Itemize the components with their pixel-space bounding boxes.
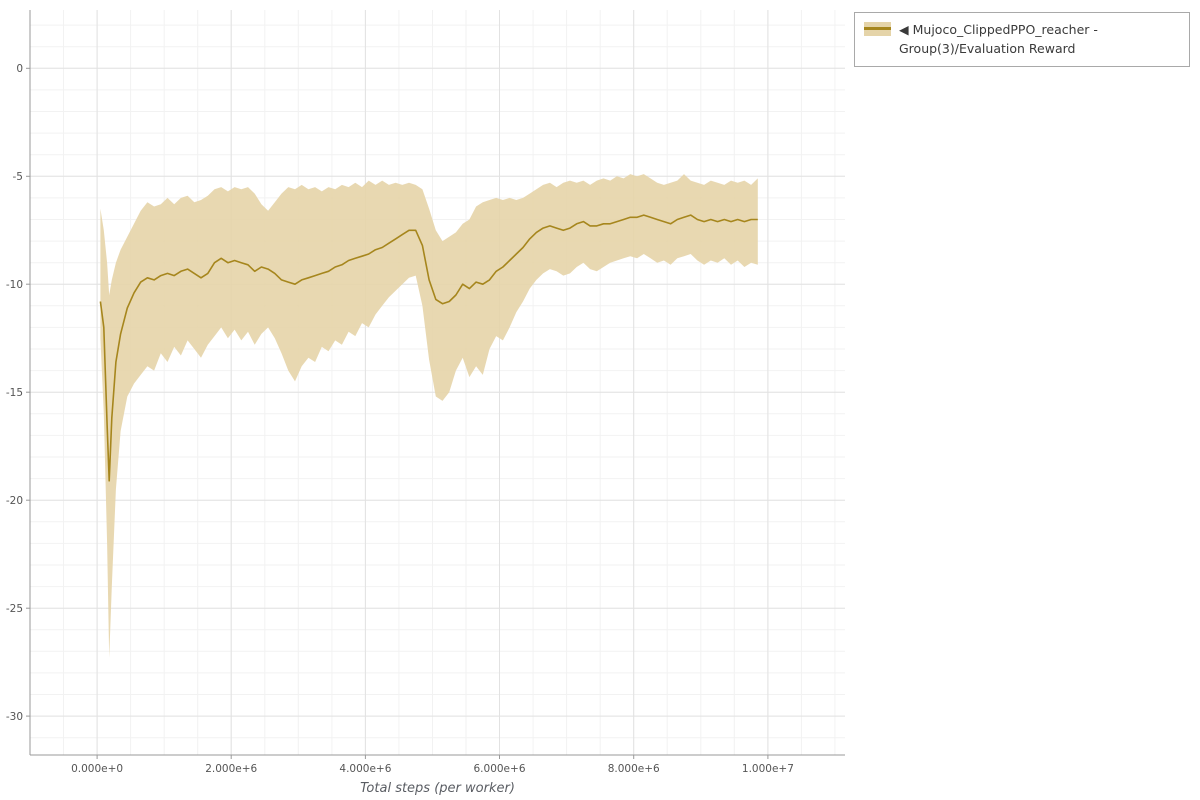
x-tick-label: 4.000e+6 bbox=[339, 763, 391, 775]
legend-swatch bbox=[864, 22, 891, 36]
x-tick-label: 1.000e+7 bbox=[742, 763, 794, 775]
x-tick-label: 2.000e+6 bbox=[205, 763, 257, 775]
y-tick-label: -30 bbox=[6, 711, 23, 723]
legend-label: Mujoco_ClippedPPO_reacher - Group(3)/Eva… bbox=[899, 22, 1098, 57]
y-tick-label: -5 bbox=[13, 171, 23, 183]
y-tick-label: -10 bbox=[6, 279, 23, 291]
x-tick-label: 0.000e+0 bbox=[71, 763, 123, 775]
y-tick-label: -25 bbox=[6, 603, 23, 615]
y-tick-label: -20 bbox=[6, 495, 23, 507]
x-tick-label: 8.000e+6 bbox=[608, 763, 660, 775]
grid-major bbox=[30, 10, 845, 755]
x-axis-label: Total steps (per worker) bbox=[360, 781, 515, 796]
x-tick-label: 6.000e+6 bbox=[474, 763, 526, 775]
y-tick-label: 0 bbox=[16, 63, 23, 75]
axes bbox=[29, 10, 845, 756]
legend-text: ◀ Mujoco_ClippedPPO_reacher - Group(3)/Ev… bbox=[899, 20, 1180, 59]
mean-line bbox=[99, 214, 758, 482]
confidence-band bbox=[100, 174, 758, 658]
legend-swatch-line-icon bbox=[864, 27, 891, 30]
legend[interactable]: ◀ Mujoco_ClippedPPO_reacher - Group(3)/Ev… bbox=[854, 12, 1190, 67]
legend-collapse-arrow-icon[interactable]: ◀ bbox=[899, 22, 909, 37]
tick-labels: 0 -5 -10 -15 -20 -25 -30 0.000e+0 2.000e+6 4.000e… bbox=[6, 63, 794, 775]
y-tick-label: -15 bbox=[6, 387, 23, 399]
